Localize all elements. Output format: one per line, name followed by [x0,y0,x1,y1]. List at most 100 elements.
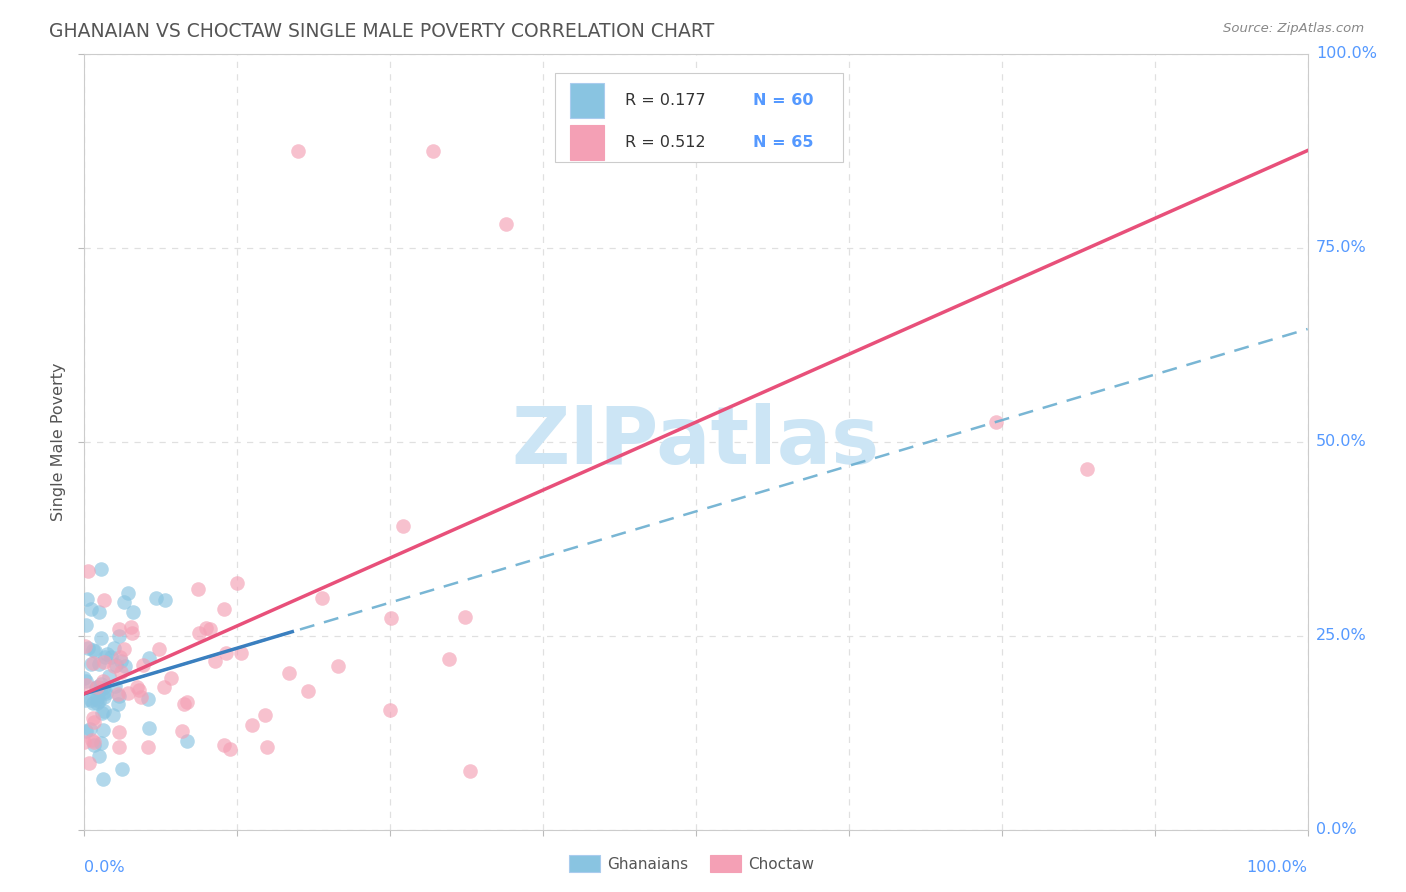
Point [93,592,115,607]
Point [458,764,481,779]
Text: GHANAIAN VS CHOCTAW SINGLE MALE POVERTY CORRELATION CHART: GHANAIAN VS CHOCTAW SINGLE MALE POVERTY … [49,22,714,41]
Point [79,722,101,736]
Point [112,641,135,656]
Text: Ghanaians: Ghanaians [607,857,689,871]
Text: 0.0%: 0.0% [1316,822,1357,837]
Point [86,692,108,706]
Point [326,659,349,673]
Point [138,721,160,735]
Point [84,681,107,695]
Point [89,657,111,671]
Point [107,629,129,643]
Point [422,144,444,158]
Point [108,725,131,739]
Text: ZIPatlas: ZIPatlas [512,402,880,481]
Point [103,708,125,723]
Text: R = 0.177: R = 0.177 [626,93,706,108]
Text: R = 0.512: R = 0.512 [626,136,706,150]
Point [170,724,193,739]
Point [77,641,100,656]
Point [96,648,118,662]
Point [90,677,112,691]
Point [93,704,115,718]
Point [98,669,121,683]
Point [73,735,96,749]
Point [120,620,142,634]
Point [90,562,112,576]
Point [212,602,235,616]
Point [104,679,127,693]
Point [125,680,148,694]
Point [311,591,333,605]
Text: N = 60: N = 60 [754,93,814,108]
Point [437,652,460,666]
Point [495,217,517,231]
Text: 25.0%: 25.0% [1316,628,1367,643]
Point [105,658,128,673]
Point [153,592,176,607]
Point [91,673,114,688]
Point [188,626,211,640]
Point [131,658,153,673]
Point [103,640,125,655]
Point [76,673,98,688]
Bar [569,125,605,161]
Point [297,684,319,698]
Point [128,682,150,697]
Point [80,693,103,707]
Point [454,610,477,624]
Point [86,696,108,710]
Point [254,707,277,722]
Point [94,686,117,700]
Point [82,656,104,670]
Text: N = 65: N = 65 [754,136,814,150]
Point [153,680,176,694]
Point [378,703,401,717]
Point [83,738,105,752]
Point [136,692,159,706]
Point [112,595,135,609]
Point [86,687,108,701]
Text: 100.0%: 100.0% [1316,46,1376,61]
Point [187,582,209,596]
Point [212,739,235,753]
Point [229,646,252,660]
Text: 75.0%: 75.0% [1316,240,1367,255]
Point [218,742,240,756]
Point [80,733,103,747]
Point [93,690,115,705]
Point [77,756,100,771]
Point [73,671,96,685]
Y-axis label: Single Male Poverty: Single Male Poverty [51,362,66,521]
Point [392,518,415,533]
Point [90,631,112,645]
Point [194,621,217,635]
Point [107,622,129,636]
Point [75,618,97,632]
Point [122,605,145,619]
Point [108,689,131,703]
FancyBboxPatch shape [555,73,842,162]
Point [90,736,112,750]
Bar [569,83,605,118]
Point [108,739,131,754]
Point [176,695,198,709]
Point [225,575,247,590]
Point [93,655,115,669]
Point [83,735,105,749]
Point [278,666,301,681]
Point [86,680,108,694]
Point [380,611,402,625]
Point [107,686,129,700]
Point [136,739,159,754]
Point [287,144,309,158]
Point [79,657,101,671]
Point [89,749,111,764]
Point [117,686,139,700]
Point [114,659,136,673]
Text: Choctaw: Choctaw [748,857,814,871]
Point [82,643,104,657]
Point [1076,461,1098,475]
Text: 100.0%: 100.0% [1247,860,1308,875]
Text: Source: ZipAtlas.com: Source: ZipAtlas.com [1223,22,1364,36]
